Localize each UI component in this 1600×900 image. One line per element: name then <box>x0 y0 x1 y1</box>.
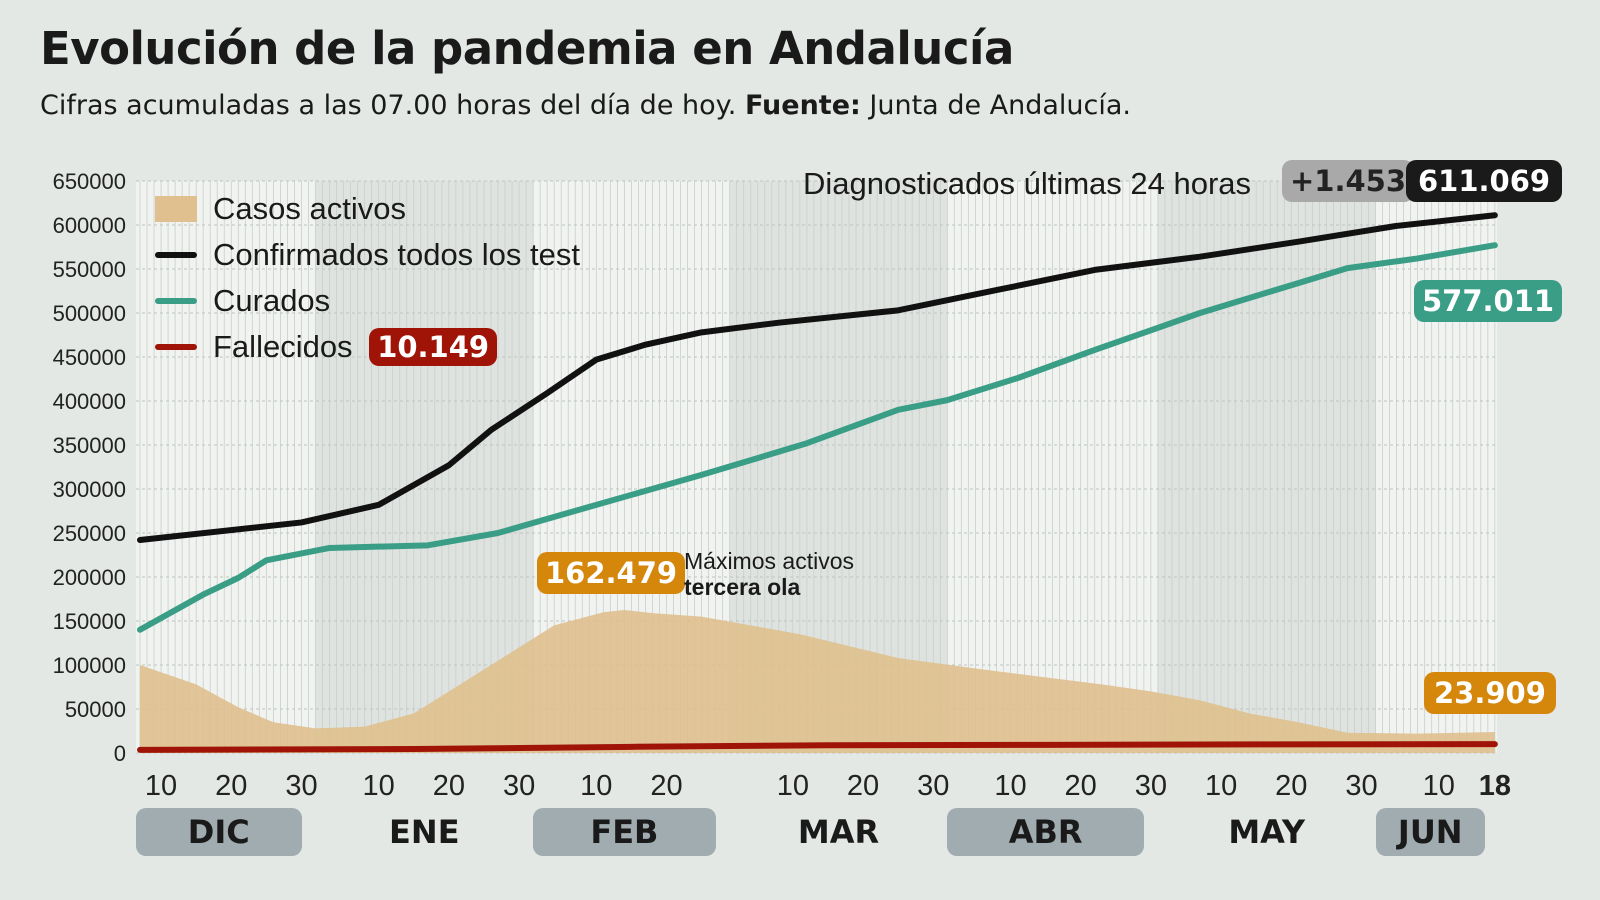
subtitle-text: Cifras acumuladas a las 07.00 horas del … <box>40 90 745 121</box>
x-tick-label: 10 <box>1205 770 1237 802</box>
month-label-abr: ABR <box>947 808 1144 856</box>
chart-subtitle: Cifras acumuladas a las 07.00 horas del … <box>40 90 1131 121</box>
x-tick-label: 30 <box>503 770 535 802</box>
legend-item-confirmados: Confirmados todos los test <box>155 232 580 278</box>
peak-note-line1: Máximos activos <box>684 548 854 574</box>
y-tick-label: 650000 <box>53 169 126 194</box>
y-tick-label: 300000 <box>53 477 126 502</box>
activos-badge: 23.909 <box>1424 672 1556 714</box>
legend-label: Confirmados todos los test <box>213 237 581 272</box>
legend-item-fallecidos: Fallecidos 10.149 <box>155 324 580 370</box>
legend: Casos activos Confirmados todos los test… <box>155 186 580 370</box>
curados-badge: 577.011 <box>1414 280 1563 322</box>
y-tick-label: 0 <box>114 741 126 766</box>
x-tick-label: 30 <box>285 770 317 802</box>
legend-label: Casos activos <box>213 191 406 226</box>
x-tick-label: 20 <box>847 770 879 802</box>
confirmados-badge: 611.069 <box>1406 160 1563 202</box>
month-label-jun: JUN <box>1375 808 1485 856</box>
peak-note-line2: tercera ola <box>684 574 801 600</box>
y-tick-label: 450000 <box>53 345 126 370</box>
series-area-casos-activos <box>140 610 1495 753</box>
x-tick-label: 20 <box>1275 770 1307 802</box>
x-tick-label: 10 <box>580 770 612 802</box>
month-label-mar: MAR <box>797 813 880 851</box>
line-swatch <box>155 252 197 258</box>
x-tick-label: 10 <box>777 770 809 802</box>
x-tick-label: 20 <box>650 770 682 802</box>
x-tick-label: 10 <box>363 770 395 802</box>
peak-note: Máximos activos tercera ola <box>684 548 854 600</box>
fallecidos-badge: 10.149 <box>369 328 498 366</box>
x-tick-label: 20 <box>1065 770 1097 802</box>
x-tick-label: 20 <box>215 770 247 802</box>
x-tick-label: 20 <box>433 770 465 802</box>
line-swatch <box>155 298 197 304</box>
legend-label: Curados <box>213 283 331 318</box>
legend-label: Fallecidos <box>213 329 353 364</box>
y-tick-label: 350000 <box>53 433 126 458</box>
chart-title: Evolución de la pandemia en Andalucía <box>40 22 1014 75</box>
y-tick-label: 100000 <box>53 653 126 678</box>
y-tick-label: 550000 <box>53 257 126 282</box>
month-band <box>315 181 534 753</box>
y-tick-label: 400000 <box>53 389 126 414</box>
y-tick-label: 200000 <box>53 565 126 590</box>
y-tick-label: 600000 <box>53 213 126 238</box>
line-swatch <box>155 344 197 350</box>
x-tick-label: 10 <box>994 770 1026 802</box>
delta-badge: +1.453 <box>1282 160 1415 202</box>
peak-badge: 162.479 <box>537 552 686 594</box>
x-tick-label: 30 <box>1135 770 1167 802</box>
legend-item-activos: Casos activos <box>155 186 580 232</box>
x-tick-label: 10 <box>145 770 177 802</box>
diagnosticados-label: Diagnosticados últimas 24 horas <box>803 166 1252 201</box>
month-label-dic: DIC <box>136 808 302 856</box>
x-tick-label: 10 <box>1423 770 1455 802</box>
x-tick-label: 18 <box>1479 770 1511 802</box>
y-tick-label: 250000 <box>53 521 126 546</box>
y-tick-label: 150000 <box>53 609 126 634</box>
source-text: Junta de Andalucía. <box>860 90 1131 121</box>
x-tick-label: 30 <box>1345 770 1377 802</box>
legend-item-curados: Curados <box>155 278 580 324</box>
y-tick-label: 50000 <box>65 697 126 722</box>
area-swatch <box>155 196 197 222</box>
month-label-ene: ENE <box>389 813 460 851</box>
y-tick-label: 500000 <box>53 301 126 326</box>
x-tick-label: 30 <box>917 770 949 802</box>
month-band <box>1157 181 1376 753</box>
month-label-may: MAY <box>1228 813 1306 851</box>
source-label: Fuente: <box>744 90 861 121</box>
month-label-feb: FEB <box>533 808 716 856</box>
